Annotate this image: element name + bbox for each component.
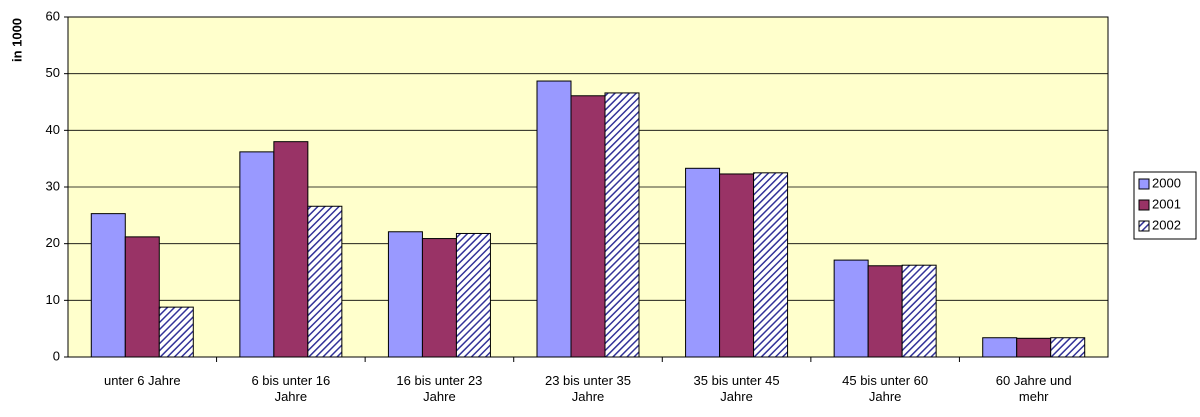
bar: [158, 306, 194, 358]
bar: [536, 80, 572, 358]
x-tick-label: 23 bis unter 35 Jahre: [544, 373, 631, 404]
y-tick-label: 30: [46, 178, 60, 193]
x-tick-label: 45 bis unter 60 Jahre: [842, 373, 929, 404]
bar: [307, 205, 343, 358]
bar: [867, 265, 903, 358]
x-tick-label: 60 Jahre und mehr: [995, 373, 1072, 404]
bar: [1016, 337, 1052, 358]
bar: [685, 167, 721, 358]
x-tick-label: 35 bis unter 45 Jahre: [693, 373, 780, 404]
bar: [719, 173, 755, 358]
bar: [239, 151, 275, 358]
y-tick-label: 60: [46, 8, 60, 23]
x-tick-label: 16 bis unter 23 Jahre: [396, 373, 483, 404]
bar: [90, 213, 126, 358]
bar: [570, 95, 606, 358]
bar: [387, 231, 423, 358]
plot-border: [67, 16, 1109, 358]
bar: [1050, 337, 1086, 358]
y-tick-label: 50: [46, 65, 60, 80]
y-tick-label: 0: [53, 348, 60, 363]
y-tick-label: 40: [46, 122, 60, 137]
bar: [982, 337, 1018, 358]
legend-swatch: [1138, 199, 1150, 211]
y-tick-label: 20: [46, 235, 60, 250]
legend-label: 2000: [1152, 175, 1181, 190]
x-tick-label: 6 bis unter 16 Jahre: [251, 373, 331, 404]
y-axis-label: in 1000: [9, 18, 24, 62]
bar: [753, 172, 789, 358]
bar: [124, 236, 160, 358]
bar: [901, 264, 937, 358]
bar: [273, 141, 309, 358]
legend-swatch: [1138, 220, 1150, 232]
x-tick-label: unter 6 Jahre: [103, 373, 181, 388]
bar: [833, 259, 869, 358]
bar: [455, 232, 491, 358]
bar: [604, 92, 640, 358]
y-tick-label: 10: [46, 292, 60, 307]
legend-label: 2001: [1152, 196, 1181, 211]
bar: [421, 238, 457, 358]
legend-swatch: [1138, 178, 1150, 190]
legend-label: 2002: [1152, 217, 1181, 232]
